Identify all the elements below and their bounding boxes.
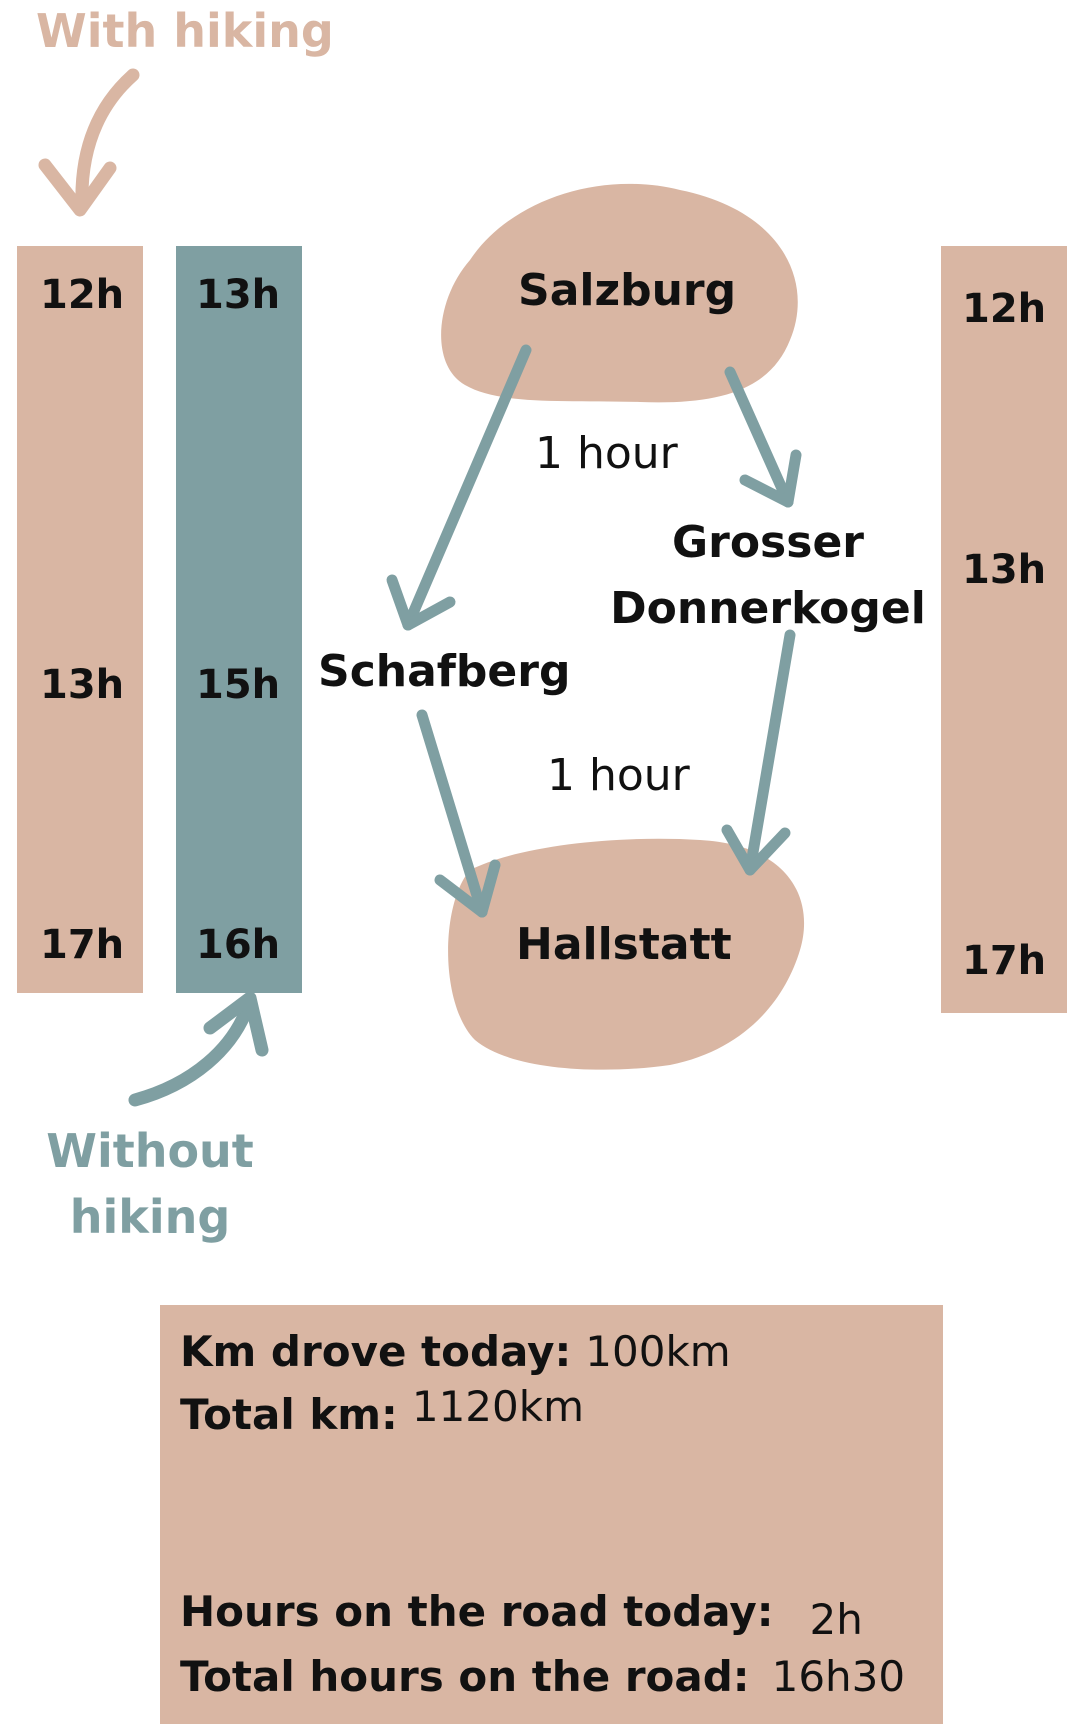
arrow-salzburg-schafberg (386, 344, 532, 631)
hours-today-value: 2h (809, 1595, 863, 1644)
without-hiking-line2: hiking (69, 1190, 231, 1244)
arrow-salzburg-donnerkogel (724, 366, 802, 508)
arrow-donnerkogel-hallstatt (721, 629, 796, 876)
hours-total-label: Total hours on the road: (180, 1652, 750, 1701)
timeline-bar-right (941, 246, 1067, 1013)
duration-second: 1 hour (547, 750, 690, 801)
with-hiking-label: With hiking (36, 4, 334, 58)
hours-today-label: Hours on the road today: (180, 1587, 774, 1636)
time-label: 13h (40, 662, 125, 708)
timeline-bar-with-hiking (17, 246, 143, 993)
summary-hours-today: Hours on the road today: 2h (180, 1587, 863, 1644)
time-label: 12h (962, 286, 1047, 332)
km-today-value: 100km (585, 1327, 731, 1376)
summary-box: Km drove today: 100km Total km: 1120km Hou… (160, 1305, 943, 1724)
timeline-bar-without-hiking (176, 246, 302, 993)
place-schafberg: Schafberg (318, 646, 571, 697)
summary-km-today: Km drove today: 100km (180, 1327, 731, 1376)
km-total-label: Total km: (180, 1390, 398, 1439)
time-label: 17h (40, 922, 125, 968)
place-grosser-line2: Donnerkogel (610, 583, 926, 634)
summary-hours-total: Total hours on the road: 16h30 (180, 1652, 905, 1701)
time-label: 15h (196, 662, 281, 708)
summary-km-total: Total km: 1120km (180, 1382, 584, 1439)
arrow-schafberg-hallstatt (416, 709, 501, 918)
hours-total-value: 16h30 (771, 1652, 906, 1701)
time-label: 13h (196, 272, 281, 318)
place-grosser-line1: Grosser (672, 517, 864, 568)
place-hallstatt: Hallstatt (516, 919, 732, 970)
time-label: 16h (196, 922, 281, 968)
duration-first: 1 hour (535, 428, 678, 479)
km-today-label: Km drove today: (180, 1327, 572, 1376)
without-hiking-line1: Without (46, 1124, 254, 1178)
place-grosser-donnerkogel: Grosser Donnerkogel (608, 510, 928, 642)
arrow-with-hiking (38, 68, 140, 217)
km-total-value: 1120km (411, 1382, 584, 1431)
without-hiking-label: Without hiking (40, 1118, 260, 1250)
arrow-without-hiking (128, 991, 269, 1107)
time-label: 13h (962, 547, 1047, 593)
hallstatt-blob (448, 838, 805, 1070)
place-salzburg: Salzburg (518, 265, 737, 316)
time-label: 12h (40, 272, 125, 318)
time-label: 17h (962, 938, 1047, 984)
